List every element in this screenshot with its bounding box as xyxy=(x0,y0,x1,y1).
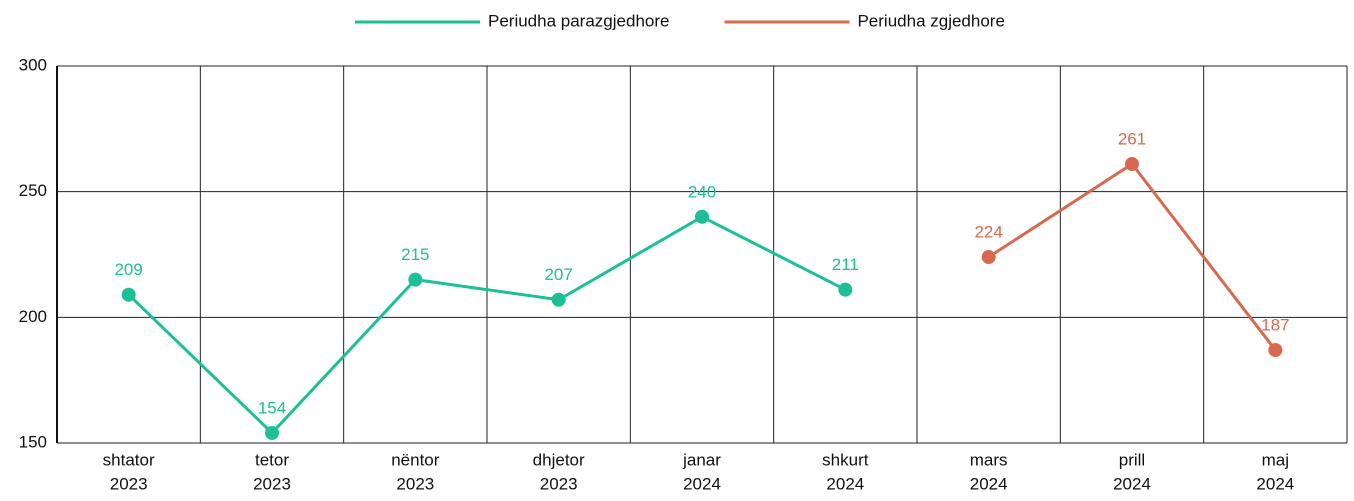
x-tick-label: shkurt xyxy=(822,450,869,469)
data-label: 261 xyxy=(1118,130,1146,149)
x-tick-label: 2023 xyxy=(540,474,578,493)
data-label: 187 xyxy=(1261,315,1289,334)
x-tick-label: 2023 xyxy=(110,474,148,493)
x-tick-label: 2023 xyxy=(396,474,434,493)
x-tick-label: 2024 xyxy=(970,474,1008,493)
x-tick-label: shtator xyxy=(103,450,155,469)
series-line xyxy=(127,215,847,436)
x-tick-label: mars xyxy=(970,450,1008,469)
data-label: 209 xyxy=(114,260,142,279)
data-point xyxy=(981,250,996,265)
x-tick-label: 2024 xyxy=(1256,474,1294,493)
y-tick-label: 200 xyxy=(19,307,47,326)
y-tick-label: 300 xyxy=(19,55,47,74)
data-point xyxy=(695,209,709,224)
data-label: 207 xyxy=(544,265,572,284)
legend-label: Periudha parazgjedhore xyxy=(488,11,669,30)
x-tick-label: 2023 xyxy=(253,474,291,493)
data-label: 215 xyxy=(401,245,429,264)
x-tick-label: nëntor xyxy=(391,450,440,469)
legend-label: Periudha zgjedhore xyxy=(857,11,1004,30)
x-tick-label: 2024 xyxy=(826,474,864,493)
data-point xyxy=(838,282,853,297)
x-tick-label: prill xyxy=(1119,450,1145,469)
x-tick-label: dhjetor xyxy=(533,450,585,469)
x-tick-label: tetor xyxy=(255,450,289,469)
x-tick-label: 2024 xyxy=(1113,474,1151,493)
data-point xyxy=(408,272,423,287)
y-tick-label: 150 xyxy=(19,432,47,451)
data-point xyxy=(265,425,279,440)
x-tick-label: maj xyxy=(1262,450,1289,469)
data-label: 211 xyxy=(832,255,859,274)
y-tick-label: 250 xyxy=(19,181,47,200)
data-label: 240 xyxy=(688,182,716,201)
data-label: 224 xyxy=(974,222,1002,241)
data-point xyxy=(551,292,566,307)
data-point xyxy=(121,287,136,302)
data-label: 154 xyxy=(258,398,286,417)
data-point xyxy=(1125,157,1139,172)
data-point xyxy=(1268,343,1283,358)
x-tick-label: janar xyxy=(682,450,721,469)
x-tick-label: 2024 xyxy=(683,474,721,493)
